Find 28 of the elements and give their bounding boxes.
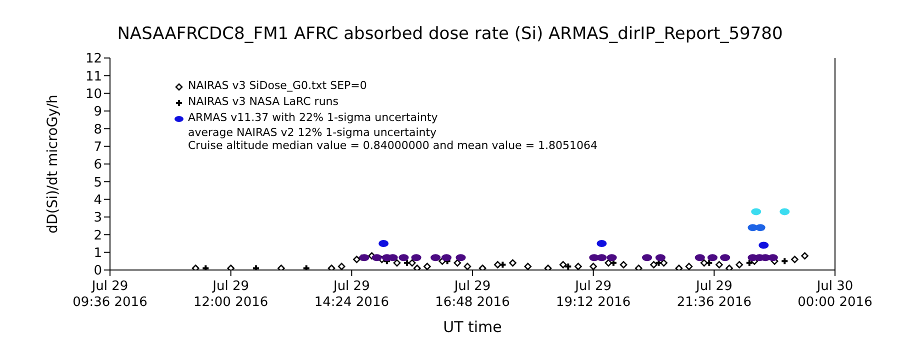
x-tick-label: Jul 30 00:00 2016 xyxy=(798,279,872,310)
chart-title: NASAAFRCDC8_FM1 AFRC absorbed dose rate (Si) ARMAS_dirIP_Report_59780 xyxy=(116,24,784,44)
x-tick-label: Jul 29 09:36 2016 xyxy=(72,279,148,310)
y-tick-label: 4 xyxy=(94,192,102,208)
y-tick-label: 1 xyxy=(94,246,102,261)
x-axis-title: UT time xyxy=(443,318,502,336)
y-axis-title: dD(Si)/dt microGy/h xyxy=(44,94,61,234)
legend-label: ARMAS v11.37 with 22% 1-sigma uncertainty xyxy=(188,110,438,126)
x-tick-label: Jul 29 12:00 2016 xyxy=(193,279,268,310)
legend-label: NAIRAS v3 SiDose_G0.txt SEP=0 xyxy=(188,78,367,94)
y-tick-label: 2 xyxy=(94,228,102,244)
annotation: Cruise altitude median value = 0.84000000 and mean value = 1.8051064 xyxy=(188,139,598,152)
x-tick-label: Jul 29 16:48 2016 xyxy=(435,279,510,310)
y-tick-label: 5 xyxy=(94,175,102,190)
x-tick-label: Jul 29 19:12 2016 xyxy=(556,279,631,310)
y-tick-label: 6 xyxy=(94,158,102,173)
y-tick-label: 9 xyxy=(94,104,102,120)
y-tick-label: 7 xyxy=(94,140,102,155)
annotation: average NAIRAS v2 12% 1-sigma uncertainty xyxy=(188,126,438,139)
y-tick-label: 3 xyxy=(94,210,102,226)
y-tick-label: 12 xyxy=(85,52,102,67)
x-tick-label: Jul 29 14:24 2016 xyxy=(314,279,390,310)
y-tick-label: 11 xyxy=(85,69,102,84)
y-tick-label: 0 xyxy=(94,264,102,279)
x-tick-label: Jul 29 21:36 2016 xyxy=(676,279,752,310)
legend-label: NAIRAS v3 NASA LaRC runs xyxy=(188,94,339,110)
y-tick-label: 10 xyxy=(85,86,102,102)
y-tick-label: 8 xyxy=(94,122,102,138)
